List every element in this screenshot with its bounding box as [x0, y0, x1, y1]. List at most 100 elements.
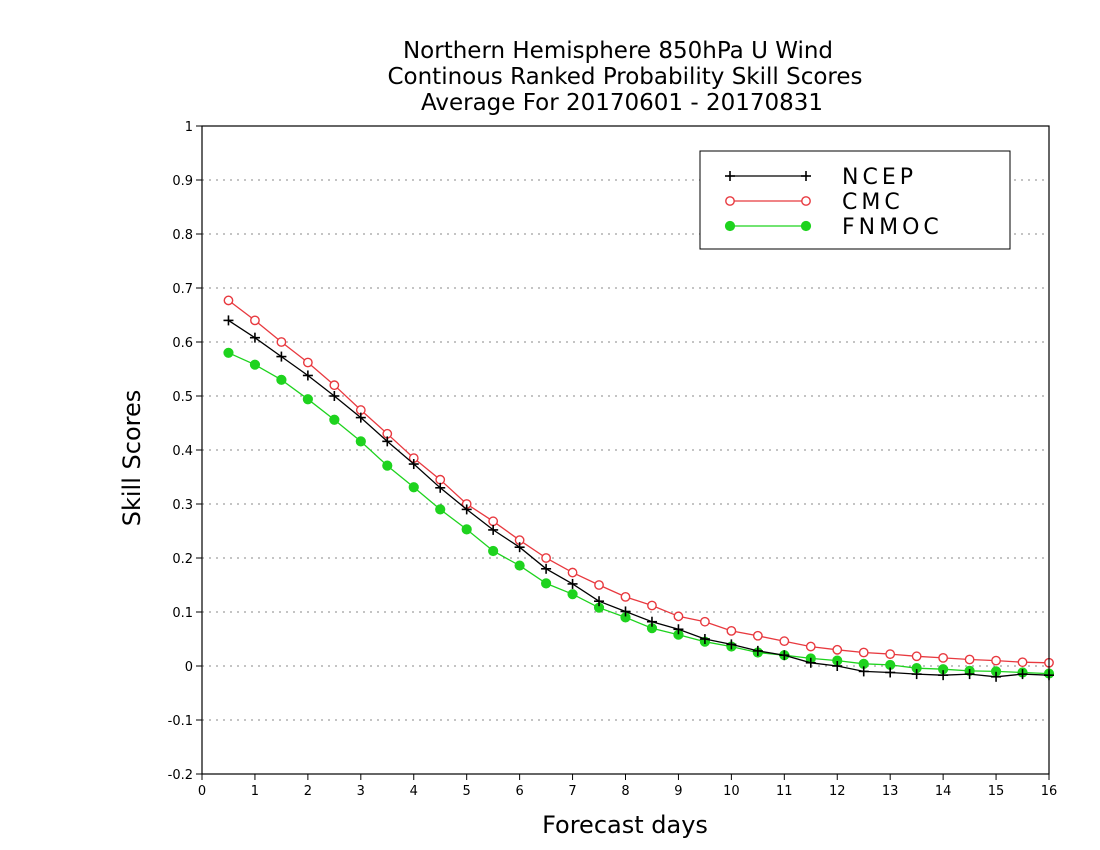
data-point-cmc: [832, 644, 843, 655]
series-line-cmc: [228, 299, 1050, 664]
chart-subtitle: Continous Ranked Probability Skill Score…: [387, 64, 862, 90]
series-cmc: [223, 295, 1054, 668]
data-point-cmc: [250, 315, 260, 326]
data-point-cmc: [620, 591, 631, 602]
data-point-cmc: [435, 474, 446, 485]
data-point-ncep: [382, 436, 393, 447]
data-point-fnmoc: [435, 504, 446, 515]
x-tick-label: 12: [829, 784, 846, 799]
data-point-fnmoc: [329, 414, 340, 425]
x-tick-label: 4: [410, 784, 418, 799]
data-point-cmc: [647, 600, 657, 611]
data-point-fnmoc: [302, 394, 313, 405]
tick-labels: -0.2-0.100.10.20.30.40.50.60.70.80.910 1 2…: [168, 120, 1058, 799]
y-tick-label: 0.9: [172, 174, 193, 189]
x-axis-label: Forecast days: [542, 811, 708, 839]
x-tick-label: 5: [463, 784, 471, 799]
y-tick-label: 0.7: [172, 282, 193, 297]
data-point-ncep: [832, 661, 843, 671]
x-tick-label: 8: [621, 784, 629, 799]
data-point-cmc: [541, 553, 551, 563]
grid: [202, 179, 1049, 721]
data-point-ncep: [620, 606, 631, 617]
data-point-ncep: [1017, 669, 1028, 680]
data-point-ncep: [858, 666, 869, 677]
plot-frame: [201, 125, 1050, 775]
data-point-ncep: [329, 391, 340, 401]
legend-label-cmc: CMC: [842, 190, 904, 215]
y-tick-label: 0.2: [172, 552, 193, 567]
legend-marker-fnmoc: [724, 220, 736, 232]
data-point-fnmoc: [567, 589, 578, 600]
data-point-cmc: [752, 630, 763, 641]
legend-marker-cmc: [801, 196, 811, 206]
data-point-cmc: [1017, 657, 1028, 668]
series-ncep: [223, 315, 1054, 682]
data-point-cmc: [805, 641, 816, 652]
y-tick-label: -0.1: [168, 714, 193, 729]
y-tick-label: 0.3: [172, 498, 193, 513]
x-tick-label: 1: [251, 784, 259, 799]
data-point-ncep: [355, 412, 366, 423]
data-point-fnmoc: [514, 560, 525, 571]
data-point-ncep: [699, 634, 710, 644]
data-point-cmc: [594, 580, 604, 590]
y-tick-label: 1: [185, 120, 193, 135]
data-point-fnmoc: [540, 578, 552, 589]
data-point-fnmoc: [249, 359, 261, 370]
data-point-ncep: [461, 504, 472, 515]
legend-marker-cmc: [725, 196, 735, 206]
data-point-cmc: [779, 636, 790, 647]
data-point-ncep: [911, 669, 922, 680]
y-tick-label: 0.1: [172, 606, 193, 621]
data-point-ncep: [223, 315, 234, 326]
x-tick-label: 9: [674, 784, 682, 799]
data-point-ncep: [752, 645, 763, 656]
data-point-ncep: [779, 650, 790, 661]
legend-label-fnmoc: FNMOC: [842, 215, 943, 240]
chart-title: Northern Hemisphere 850hPa U Wind: [403, 38, 833, 64]
data-point-fnmoc: [276, 374, 287, 385]
data-point-cmc: [223, 295, 234, 306]
data-point-cmc: [726, 626, 737, 636]
y-tick-label: 0.8: [172, 228, 193, 243]
data-point-ncep: [726, 639, 737, 650]
y-tick-label: 0: [185, 660, 193, 675]
legend: NCEP CMC FNMOC: [699, 150, 1011, 250]
x-tick-label: 6: [515, 784, 523, 799]
legend-marker-ncep: [725, 171, 735, 181]
data-point-ncep: [541, 563, 552, 574]
x-tick-label: 2: [304, 784, 312, 799]
data-point-cmc: [329, 380, 340, 391]
data-point-fnmoc: [461, 524, 472, 535]
data-point-cmc: [964, 654, 975, 665]
x-tick-label: 7: [568, 784, 576, 799]
data-point-ncep: [938, 670, 949, 681]
data-point-ncep: [805, 657, 816, 668]
legend-label-ncep: NCEP: [842, 165, 917, 190]
data-point-fnmoc: [488, 545, 499, 557]
x-tick-label: 11: [776, 784, 793, 799]
data-point-fnmoc: [355, 436, 366, 447]
x-tick-label: 13: [882, 784, 899, 799]
data-point-ncep: [594, 596, 605, 607]
data-point-cmc: [567, 567, 578, 578]
x-tick-label: 16: [1041, 784, 1058, 799]
data-point-ncep: [514, 542, 525, 553]
x-tick-label: 10: [723, 784, 740, 799]
data-point-ncep: [964, 669, 975, 680]
x-tick-label: 3: [357, 784, 365, 799]
data-point-ncep: [567, 578, 578, 589]
data-point-fnmoc: [223, 347, 234, 358]
data-point-ncep: [488, 524, 499, 535]
y-tick-label: 0.6: [172, 336, 193, 351]
data-point-ncep: [276, 351, 287, 362]
chart-subtitle-2: Average For 20170601 - 20170831: [421, 90, 823, 116]
series-layer: [223, 295, 1055, 682]
data-point-ncep: [991, 671, 1002, 682]
legend-marker-fnmoc: [800, 220, 812, 232]
x-tick-label: 14: [935, 784, 952, 799]
data-point-cmc: [911, 651, 922, 662]
data-point-cmc: [885, 649, 896, 660]
